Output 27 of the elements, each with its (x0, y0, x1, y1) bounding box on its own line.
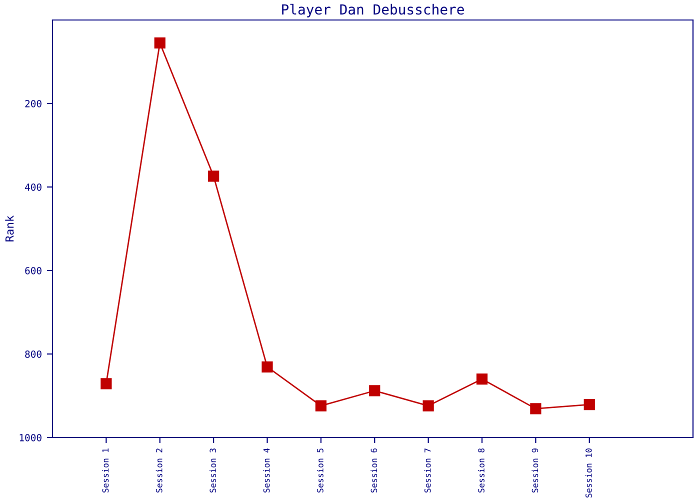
y-tick-label: 600 (25, 267, 42, 274)
x-tick-label: Session 10 (585, 448, 592, 498)
point (584, 398, 595, 410)
y-axis-title: Rank (5, 216, 14, 242)
x-tick-label: Session 4 (263, 448, 270, 493)
point (262, 361, 273, 372)
point (315, 400, 326, 412)
point (422, 400, 434, 412)
x-tick-label: Session 6 (370, 448, 378, 493)
x-tick-label: Session 1 (102, 448, 109, 493)
x-tick-label: Session 2 (156, 448, 162, 493)
point (530, 403, 542, 414)
chart-title: Player Dan Debusschere (282, 4, 464, 18)
point (208, 170, 220, 182)
x-tick-label: Session 5 (316, 448, 324, 493)
point (369, 385, 380, 396)
point (100, 378, 112, 390)
y-tick-label: 800 (25, 350, 42, 358)
y-tick-label: 1000 (20, 434, 42, 442)
x-tick-label: Session 9 (532, 448, 538, 493)
x-tick-label: Session 7 (424, 448, 431, 493)
point (154, 37, 166, 49)
x-tick-label: Session 3 (210, 448, 216, 493)
y-tick-label: 200 (25, 100, 42, 108)
point (476, 373, 488, 385)
y-tick-label: 400 (25, 184, 42, 191)
x-tick-label: Session 8 (478, 448, 484, 493)
